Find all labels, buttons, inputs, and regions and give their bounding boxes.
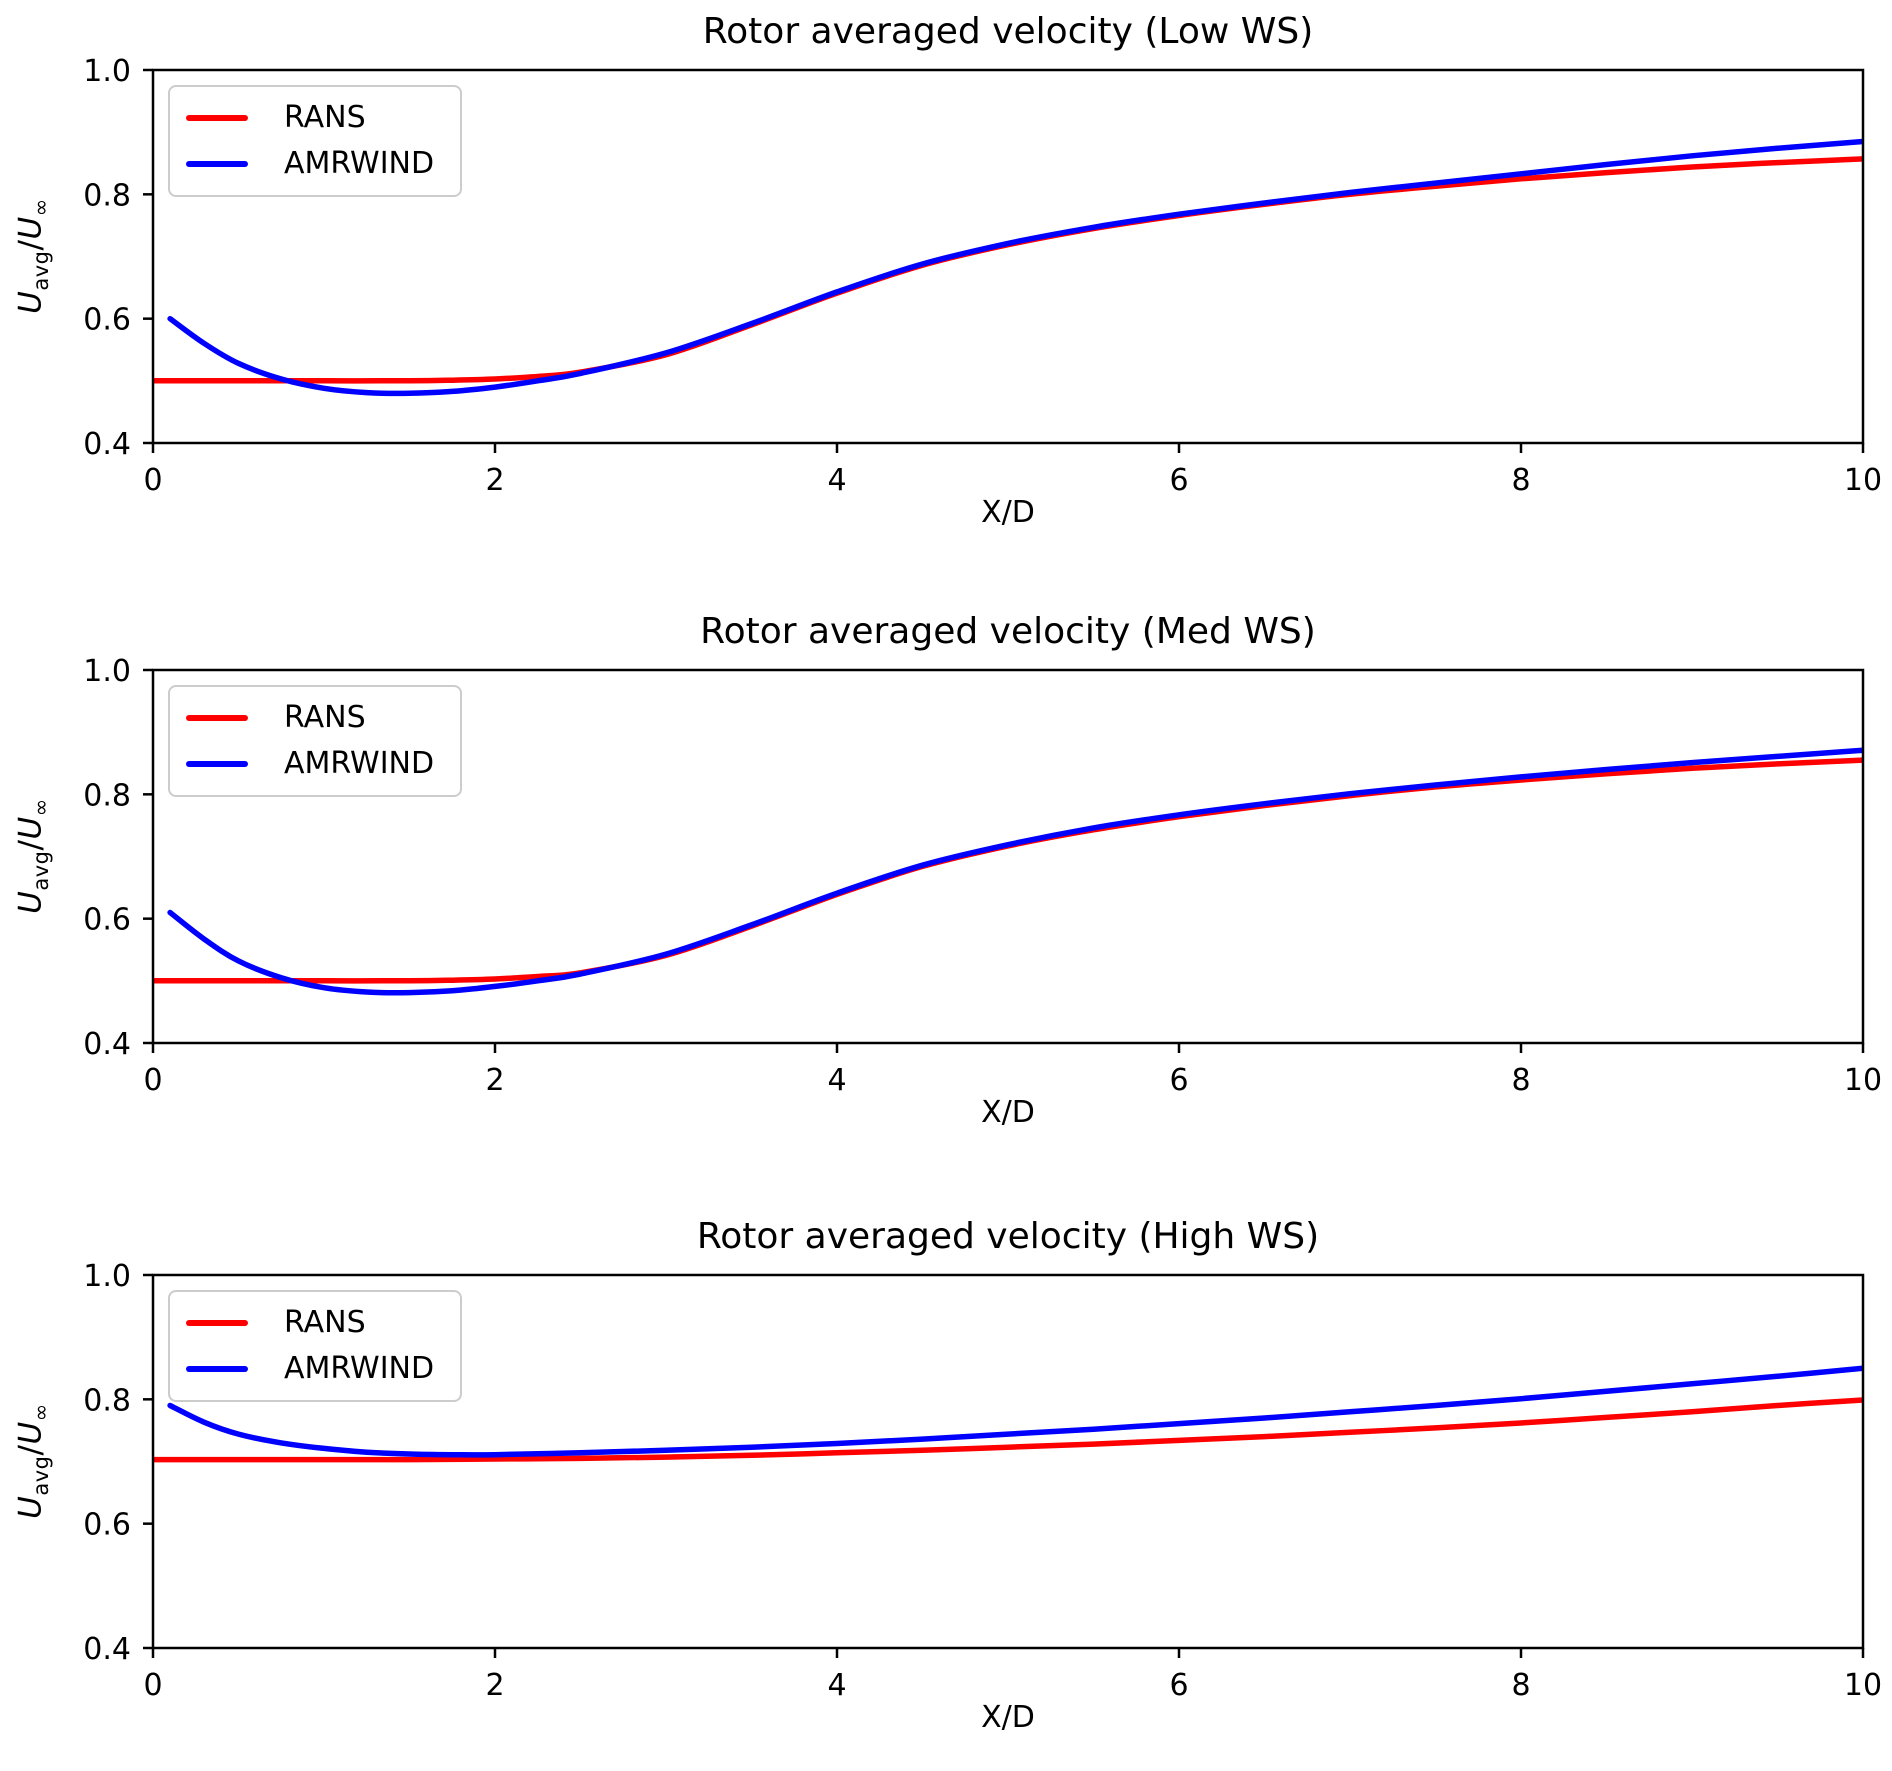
plot-canvas-low-ws: 0 2 4 6 8 10 0.4 0.6 0.8 1.0 xyxy=(83,54,1882,498)
ylabel-u2: U xyxy=(12,816,49,840)
legend: RANS AMRWIND xyxy=(168,685,462,797)
x-axis-label: X/D xyxy=(981,1095,1035,1130)
x-tick-label: 2 xyxy=(485,463,504,498)
ylabel-sub2: ∞ xyxy=(29,198,54,217)
chart-title: Rotor averaged velocity (Med WS) xyxy=(700,611,1316,652)
x-tick-label: 4 xyxy=(827,1063,846,1098)
subplot-high-ws: 0 2 4 6 8 10 0.4 0.6 0.8 1.0 Rotor averaged veloc… xyxy=(0,1205,1892,1771)
axes-spines xyxy=(151,68,1865,445)
ylabel-u1: U xyxy=(12,891,49,915)
y-tick-label: 0.4 xyxy=(83,1632,131,1667)
legend-label: AMRWIND xyxy=(284,146,435,181)
legend-entry: AMRWIND xyxy=(186,747,442,781)
ylabel-sep: / xyxy=(12,1444,49,1456)
x-tick-label: 6 xyxy=(1169,1063,1188,1098)
legend-label: AMRWIND xyxy=(284,1351,435,1386)
legend-label: RANS xyxy=(284,1305,366,1340)
x-tick-label: 10 xyxy=(1844,1668,1882,1703)
x-tick-label: 6 xyxy=(1169,463,1188,498)
x-tick-label: 8 xyxy=(1511,1668,1530,1703)
legend-swatch-rans xyxy=(186,1320,248,1326)
y-tick-label: 0.6 xyxy=(83,1508,131,1543)
legend-entry: RANS xyxy=(186,101,442,135)
legend-label: RANS xyxy=(284,100,366,135)
x-tick-label: 10 xyxy=(1844,463,1882,498)
y-tick-label: 1.0 xyxy=(83,654,131,689)
axes-spines xyxy=(151,1273,1865,1650)
ylabel-u2: U xyxy=(12,216,49,240)
ylabel-u1: U xyxy=(12,291,49,315)
ylabel-sub1: avg xyxy=(29,850,54,892)
x-axis-label: X/D xyxy=(981,495,1035,530)
legend-swatch-rans xyxy=(186,715,248,721)
legend-swatch-amrwind xyxy=(186,161,248,167)
y-tick-label: 1.0 xyxy=(83,54,131,89)
x-tick-label: 10 xyxy=(1844,1063,1882,1098)
x-tick-label: 6 xyxy=(1169,1668,1188,1703)
legend: RANS AMRWIND xyxy=(168,85,462,197)
y-axis-label: Uavg/U∞ xyxy=(0,70,66,443)
subplot-med-ws: 0 2 4 6 8 10 0.4 0.6 0.8 1.0 Rotor averaged veloc… xyxy=(0,600,1892,1205)
plot-canvas-med-ws: 0 2 4 6 8 10 0.4 0.6 0.8 1.0 xyxy=(83,654,1882,1098)
x-tick-label: 4 xyxy=(827,463,846,498)
y-tick-label: 0.8 xyxy=(83,1383,131,1418)
y-tick-label: 0.4 xyxy=(83,1027,131,1062)
subplot-low-ws: 0 2 4 6 8 10 0.4 0.6 0.8 1.0 Rotor averaged veloc… xyxy=(0,0,1892,600)
legend-swatch-amrwind xyxy=(186,1366,248,1372)
series-amrwind-line xyxy=(167,747,1863,996)
x-axis-label: X/D xyxy=(981,1700,1035,1735)
x-tick-label: 2 xyxy=(485,1063,504,1098)
chart-title: Rotor averaged velocity (High WS) xyxy=(696,1216,1320,1257)
series-amrwind-line xyxy=(167,138,1863,397)
y-tick-label: 0.6 xyxy=(83,903,131,938)
y-axis-label: Uavg/U∞ xyxy=(0,1275,66,1648)
x-tick-label: 0 xyxy=(143,463,162,498)
y-tick-label: 0.4 xyxy=(83,427,131,462)
x-tick-label: 2 xyxy=(485,1668,504,1703)
axes-spines xyxy=(151,668,1865,1045)
ylabel-sub2: ∞ xyxy=(29,1403,54,1422)
ylabel-u1: U xyxy=(12,1496,49,1520)
plot-canvas-high-ws: 0 2 4 6 8 10 0.4 0.6 0.8 1.0 xyxy=(83,1259,1882,1703)
legend-entry: RANS xyxy=(186,701,442,735)
x-tick-label: 0 xyxy=(143,1063,162,1098)
y-tick-label: 1.0 xyxy=(83,1259,131,1294)
chart-title: Rotor averaged velocity (Low WS) xyxy=(702,11,1314,52)
legend: RANS AMRWIND xyxy=(168,1290,462,1402)
legend-label: RANS xyxy=(284,700,366,735)
x-tick-label: 4 xyxy=(827,1668,846,1703)
x-tick-label: 8 xyxy=(1511,463,1530,498)
x-tick-label: 0 xyxy=(143,1668,162,1703)
legend-label: AMRWIND xyxy=(284,746,435,781)
ylabel-sub1: avg xyxy=(29,1455,54,1497)
ylabel-sep: / xyxy=(12,839,49,851)
ylabel-sep: / xyxy=(12,239,49,251)
legend-entry: RANS xyxy=(186,1306,442,1340)
x-tick-label: 8 xyxy=(1511,1063,1530,1098)
y-tick-label: 0.8 xyxy=(83,178,131,213)
ylabel-sub1: avg xyxy=(29,250,54,292)
ylabel-u2: U xyxy=(12,1421,49,1445)
series-rans-line xyxy=(153,1397,1863,1463)
legend-swatch-amrwind xyxy=(186,761,248,767)
y-axis-label: Uavg/U∞ xyxy=(0,670,66,1043)
legend-entry: AMRWIND xyxy=(186,147,442,181)
legend-swatch-rans xyxy=(186,115,248,121)
ylabel-sub2: ∞ xyxy=(29,798,54,817)
y-tick-label: 0.6 xyxy=(83,303,131,338)
legend-entry: AMRWIND xyxy=(186,1352,442,1386)
series-amrwind-line xyxy=(167,1365,1863,1458)
y-tick-label: 0.8 xyxy=(83,778,131,813)
